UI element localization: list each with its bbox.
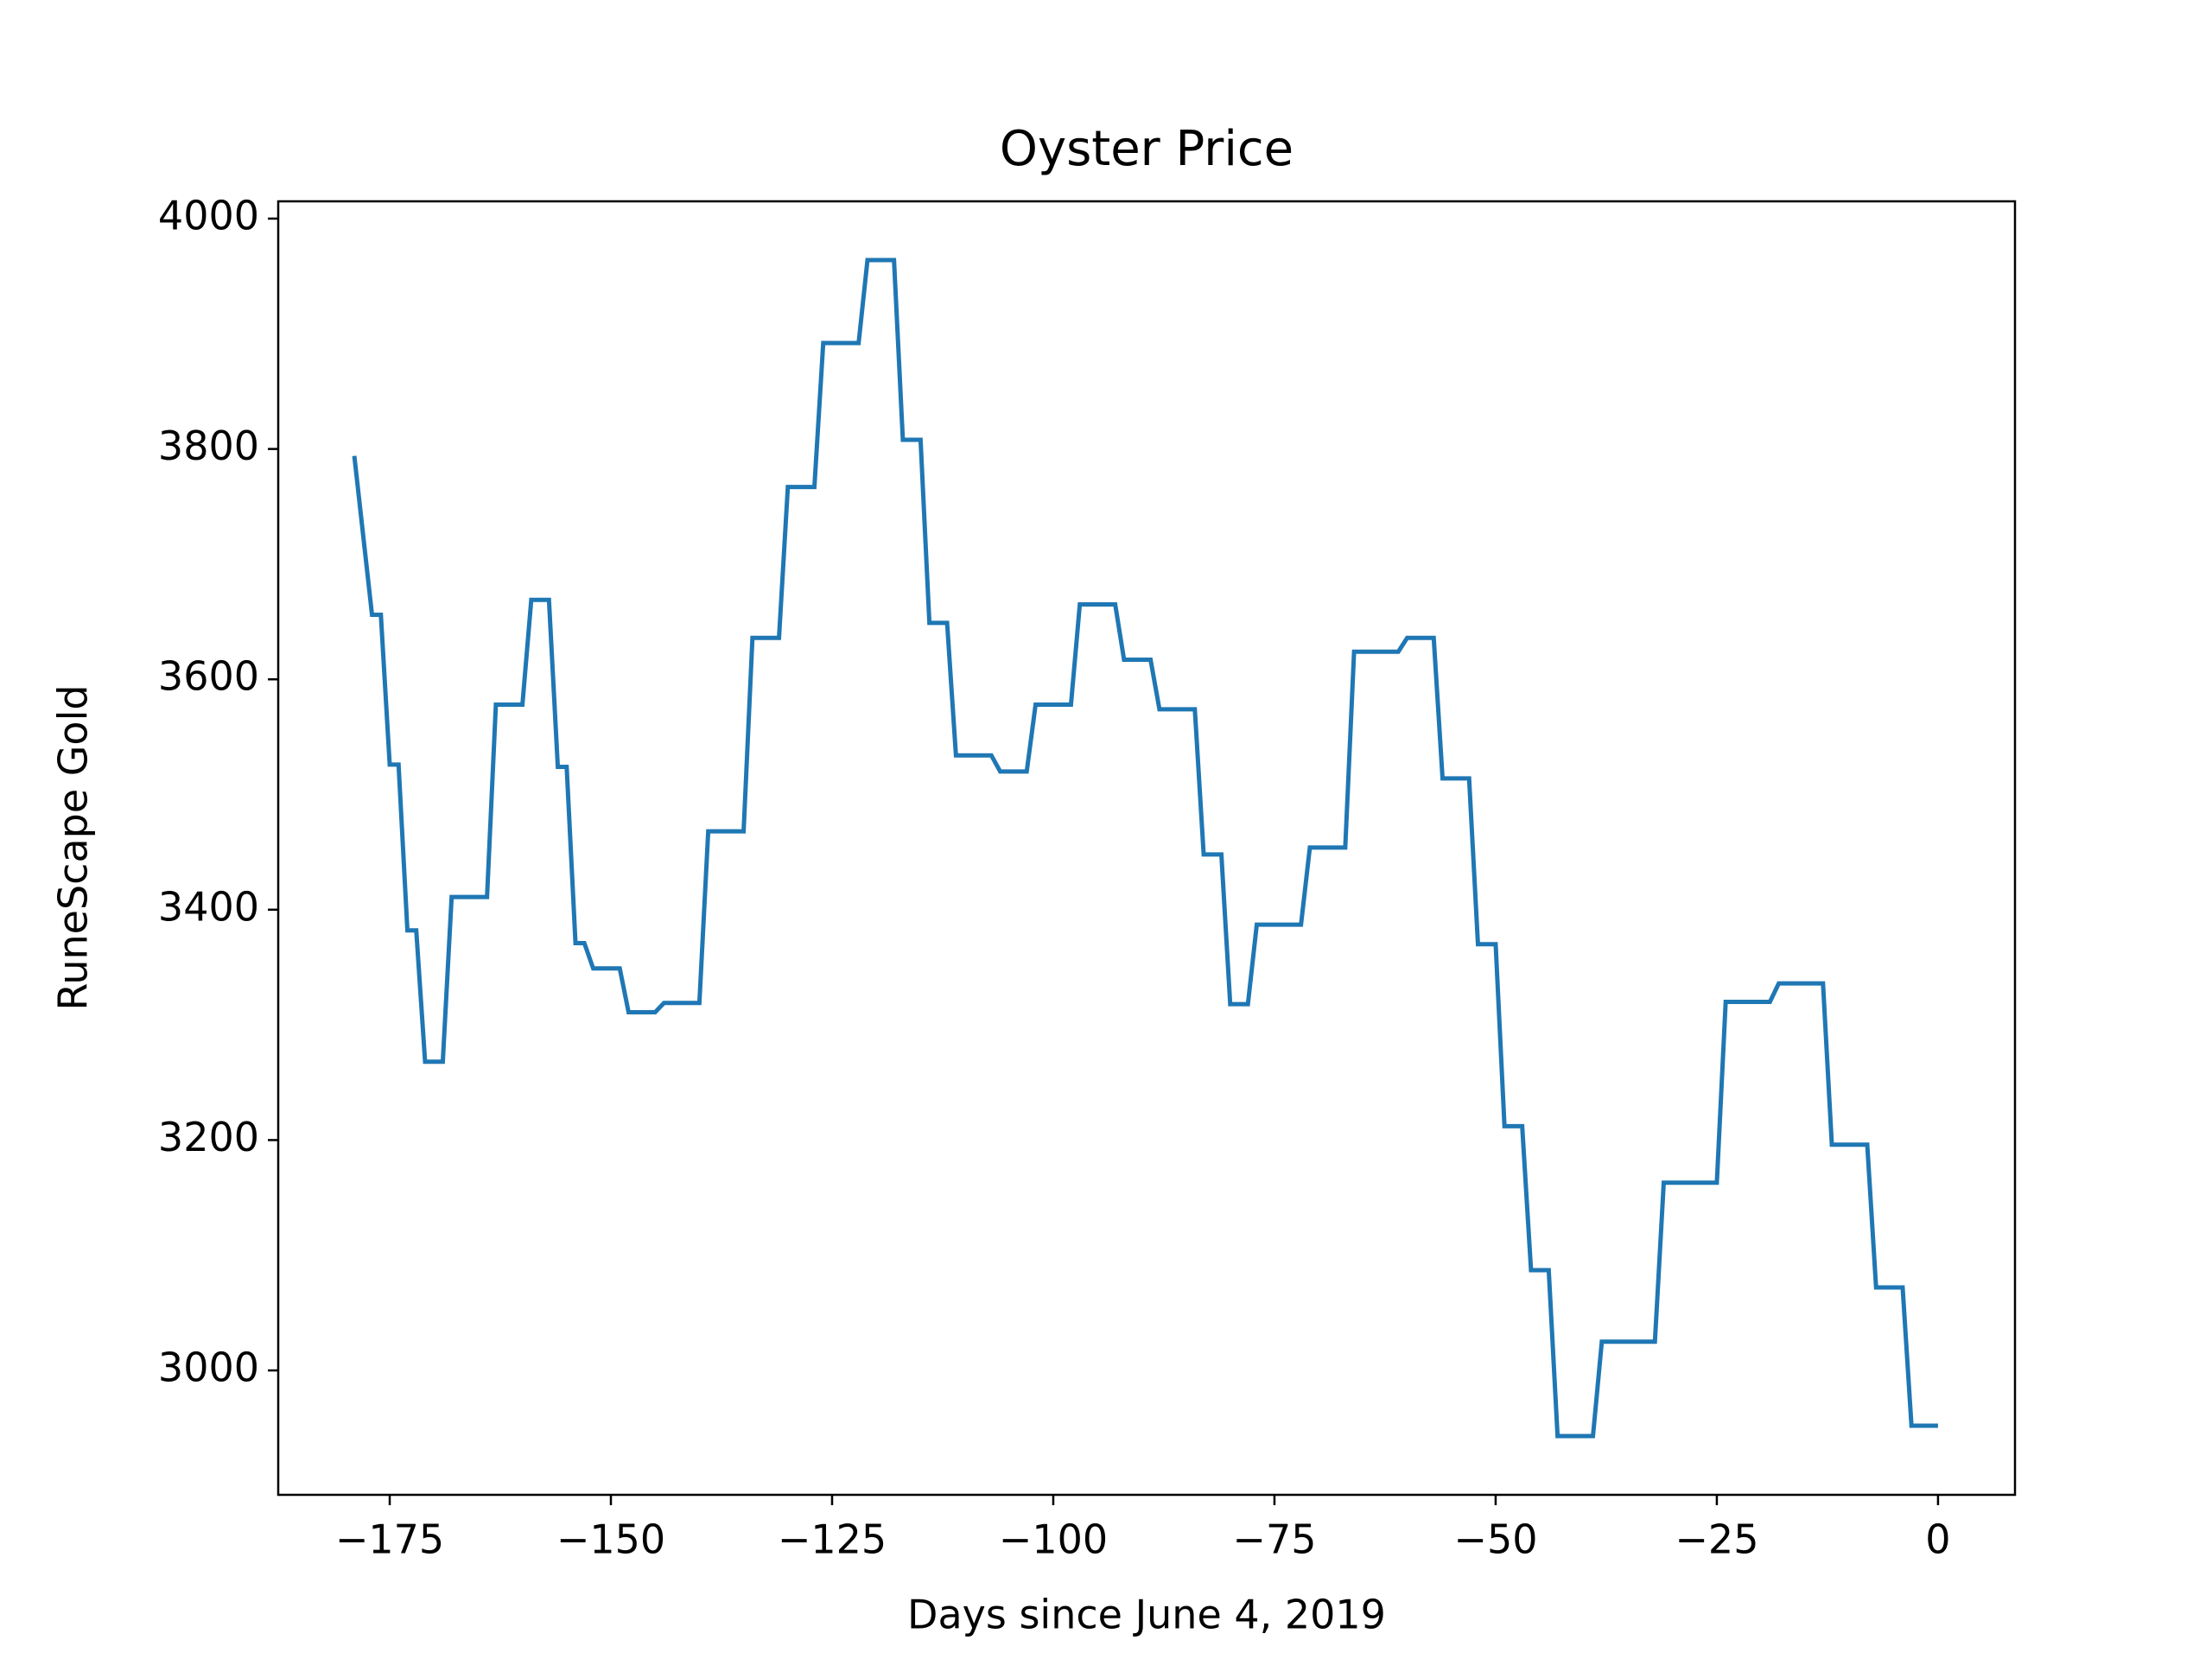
x-tick-label: −100 bbox=[999, 1516, 1108, 1563]
y-tick-label: 3000 bbox=[158, 1344, 259, 1391]
y-axis-label: RuneScape Gold bbox=[50, 684, 97, 1010]
y-tick-label: 3800 bbox=[158, 423, 259, 469]
x-tick-label: −150 bbox=[556, 1516, 665, 1563]
y-tick-label: 3600 bbox=[158, 653, 259, 700]
x-tick-label: −50 bbox=[1453, 1516, 1537, 1563]
plot-frame bbox=[276, 200, 2017, 1497]
chart-title: Oyster Price bbox=[1000, 121, 1294, 177]
x-tick-label: −175 bbox=[335, 1516, 444, 1563]
y-tick-label: 3200 bbox=[158, 1114, 259, 1160]
x-axis-label: Days since June 4, 2019 bbox=[907, 1592, 1386, 1638]
x-tick-label: −125 bbox=[778, 1516, 887, 1563]
y-tick-label: 3400 bbox=[158, 883, 259, 930]
price-line bbox=[352, 257, 1938, 1439]
x-tick-label: 0 bbox=[1925, 1516, 1950, 1563]
y-tick-label: 4000 bbox=[158, 192, 259, 238]
x-tick-label: −75 bbox=[1232, 1516, 1316, 1563]
x-tick-label: −25 bbox=[1675, 1516, 1758, 1563]
